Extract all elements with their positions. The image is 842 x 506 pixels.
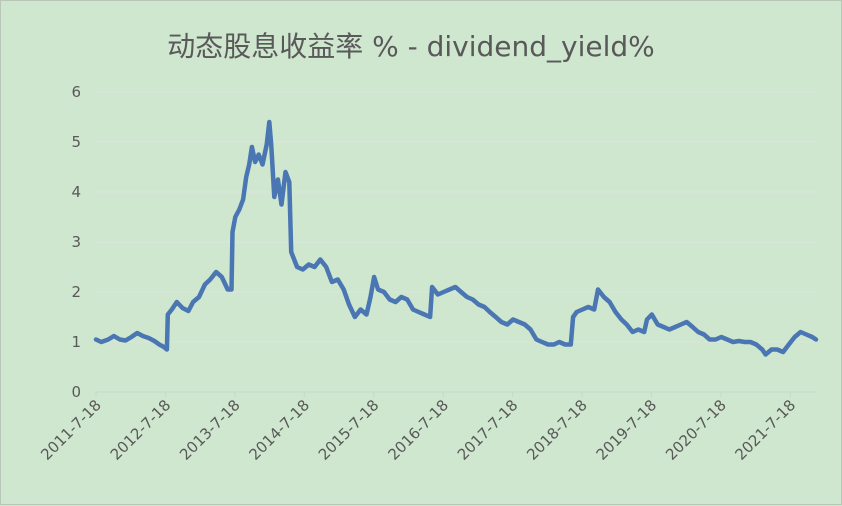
y-tick-label: 6 — [71, 83, 81, 101]
x-tick-label: 2011-7-18 — [37, 396, 105, 464]
x-tick-label: 2015-7-18 — [315, 396, 383, 464]
y-tick-label: 1 — [71, 333, 81, 351]
x-tick-label: 2019-7-18 — [593, 396, 661, 464]
y-tick-label: 5 — [71, 133, 81, 151]
x-tick-label: 2014-7-18 — [246, 396, 314, 464]
x-tick-label: 2018-7-18 — [523, 396, 591, 464]
x-tick-label: 2020-7-18 — [662, 396, 730, 464]
x-tick-label: 2013-7-18 — [176, 396, 244, 464]
x-tick-label: 2012-7-18 — [107, 396, 175, 464]
series-line — [93, 119, 819, 357]
x-tick-label: 2021-7-18 — [732, 396, 800, 464]
y-tick-label: 0 — [71, 383, 81, 401]
chart-title: 动态股息收益率 % - dividend_yield% — [167, 30, 655, 63]
y-tick-label: 4 — [71, 183, 81, 201]
y-tick-label: 3 — [71, 233, 81, 251]
x-tick-label: 2016-7-18 — [384, 396, 452, 464]
y-tick-label: 2 — [71, 283, 81, 301]
x-tick-label: 2017-7-18 — [454, 396, 522, 464]
